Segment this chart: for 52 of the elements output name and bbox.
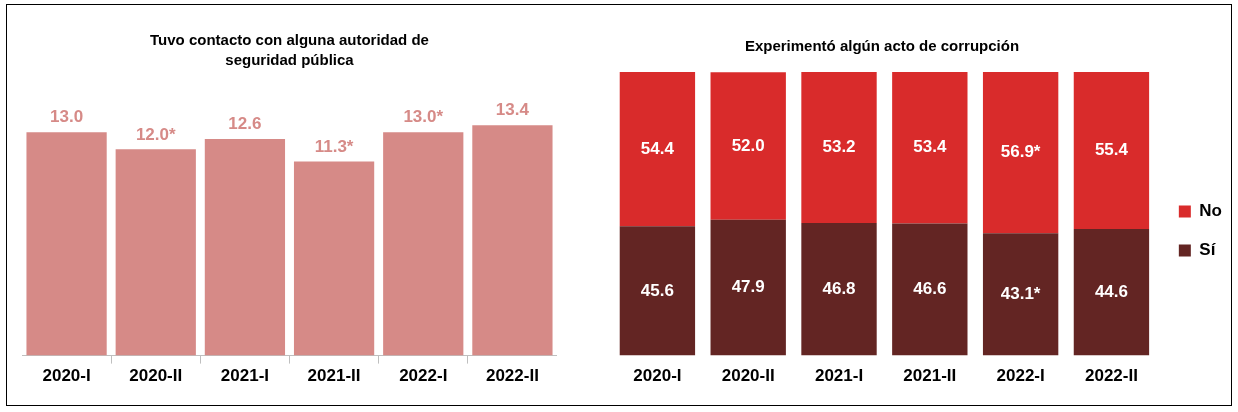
data-label: 13.4 bbox=[495, 100, 530, 120]
x-tick-label: 2022-II bbox=[1084, 366, 1138, 386]
x-tick-label: 2020-I bbox=[42, 366, 91, 386]
data-label: 45.6 bbox=[640, 280, 674, 300]
x-tick-label: 2020-II bbox=[129, 366, 183, 386]
chart-title: Tuvo contacto con alguna autoridad de seguridad pública bbox=[149, 30, 430, 70]
bar bbox=[1073, 229, 1150, 356]
data-label: 55.4 bbox=[1094, 140, 1129, 160]
x-tick-label: 2021-I bbox=[814, 366, 864, 386]
bar bbox=[26, 132, 107, 356]
data-label: 47.9 bbox=[731, 277, 765, 297]
bar bbox=[204, 139, 286, 356]
x-tick-label: 2020-I bbox=[633, 366, 682, 386]
x-tick-label: 2021-I bbox=[220, 366, 270, 386]
bar bbox=[710, 219, 786, 356]
legend-label: Sí bbox=[1199, 240, 1217, 260]
legend-label: No bbox=[1199, 201, 1223, 221]
data-label: 56.9* bbox=[1000, 142, 1041, 162]
bar bbox=[801, 222, 877, 356]
data-label: 52.0 bbox=[731, 135, 765, 155]
data-label: 12.0* bbox=[135, 124, 176, 144]
x-tick-label: 2022-II bbox=[485, 366, 539, 386]
data-label: 13.0 bbox=[50, 107, 84, 127]
data-label: 53.2 bbox=[822, 137, 856, 157]
data-label: 13.0* bbox=[403, 107, 444, 127]
data-label: 12.6 bbox=[228, 114, 262, 134]
bar bbox=[982, 72, 1059, 234]
bar bbox=[710, 72, 786, 220]
data-label: 43.1* bbox=[1000, 284, 1041, 304]
bar bbox=[293, 161, 375, 356]
bar bbox=[115, 149, 196, 356]
data-label: 44.6 bbox=[1094, 282, 1128, 302]
bar bbox=[1073, 72, 1150, 230]
data-label: 54.4 bbox=[640, 138, 675, 158]
data-label: 11.3* bbox=[314, 136, 354, 156]
data-label: 46.6 bbox=[913, 279, 947, 299]
bar bbox=[982, 233, 1059, 356]
bar bbox=[892, 72, 968, 224]
bar bbox=[472, 125, 553, 356]
bar bbox=[892, 223, 968, 356]
x-tick-label: 2021-II bbox=[903, 366, 957, 386]
data-label: 46.8 bbox=[822, 278, 856, 298]
x-tick-label: 2022-I bbox=[399, 366, 448, 386]
bar bbox=[801, 72, 877, 223]
bar bbox=[619, 72, 696, 227]
x-tick-label: 2022-I bbox=[996, 366, 1045, 386]
chart-title: Experimentó algún acto de corrupción bbox=[743, 36, 1021, 56]
bar bbox=[383, 132, 464, 356]
x-tick-label: 2020-II bbox=[721, 366, 775, 386]
data-label: 53.4 bbox=[913, 137, 947, 157]
x-tick-label: 2021-II bbox=[307, 366, 361, 386]
bar bbox=[619, 226, 696, 356]
